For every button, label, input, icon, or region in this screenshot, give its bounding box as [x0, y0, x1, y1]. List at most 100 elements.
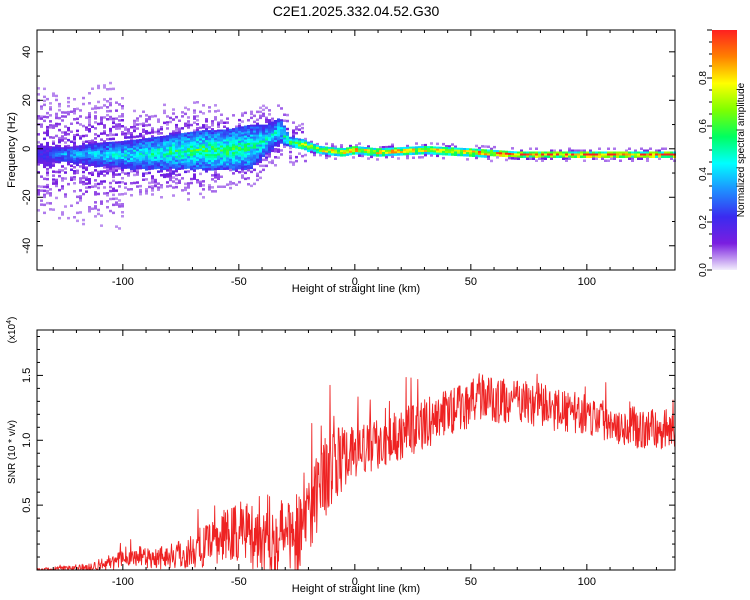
heatmap-cell — [76, 171, 79, 175]
heatmap-cell — [61, 153, 64, 156]
heatmap-cell — [613, 157, 616, 160]
heatmap-cell — [667, 153, 670, 156]
heatmap-cell — [643, 149, 646, 152]
heatmap-cell — [82, 142, 85, 146]
heatmap-cell — [364, 151, 367, 154]
heatmap-cell — [94, 163, 97, 166]
heatmap-cell — [568, 155, 571, 158]
heatmap-cell — [91, 147, 94, 150]
heatmap-cell — [43, 149, 46, 153]
heatmap-cell — [100, 144, 103, 147]
heatmap-cell — [271, 133, 274, 137]
heatmap-cell — [232, 150, 235, 153]
heatmap-cell — [532, 155, 535, 158]
heatmap-cell — [214, 164, 217, 167]
heatmap-cell — [55, 114, 58, 118]
heatmap-cell — [535, 155, 538, 158]
heatmap-cell — [379, 146, 382, 149]
heatmap-cell — [115, 143, 118, 146]
heatmap-cell — [124, 144, 127, 147]
heatmap-cell — [52, 182, 55, 185]
heatmap-cell — [106, 142, 109, 145]
heatmap-cell — [265, 144, 268, 148]
heatmap-cell — [73, 178, 76, 181]
y-tick-label: 0.5 — [21, 497, 33, 512]
heatmap-cell — [226, 143, 229, 146]
heatmap-cell — [229, 134, 232, 138]
heatmap-cell — [385, 151, 388, 155]
heatmap-cell — [49, 194, 52, 197]
heatmap-cell — [100, 160, 103, 163]
heatmap-cell — [355, 144, 358, 147]
heatmap-cell — [115, 145, 118, 148]
heatmap-cell — [121, 169, 124, 172]
heatmap-cell — [157, 118, 160, 121]
heatmap-cell — [70, 204, 73, 207]
heatmap-cell — [529, 147, 532, 150]
heatmap-cell — [586, 151, 589, 154]
heatmap-cell — [145, 138, 148, 141]
heatmap-cell — [163, 139, 166, 143]
heatmap-cell — [46, 127, 49, 131]
heatmap-cell — [406, 148, 409, 152]
heatmap-cell — [424, 149, 427, 153]
heatmap-cell — [79, 137, 82, 140]
heatmap-cell — [271, 127, 274, 131]
heatmap-cell — [301, 140, 304, 144]
heatmap-cell — [88, 92, 91, 95]
heatmap-cell — [529, 157, 532, 160]
heatmap-cell — [406, 146, 409, 150]
heatmap-cell — [385, 153, 388, 157]
heatmap-cell — [46, 145, 49, 149]
heatmap-cell — [157, 146, 160, 149]
heatmap-cell — [148, 123, 151, 127]
heatmap-cell — [661, 155, 664, 158]
heatmap-cell — [178, 167, 181, 170]
heatmap-cell — [142, 124, 145, 127]
heatmap-cell — [247, 167, 250, 170]
heatmap-cell — [160, 138, 163, 141]
heatmap-cell — [604, 155, 607, 158]
heatmap-cell — [580, 149, 583, 152]
heatmap-cell — [343, 154, 346, 157]
heatmap-cell — [280, 149, 283, 152]
heatmap-cell — [112, 149, 115, 153]
heatmap-cell — [232, 148, 235, 151]
heatmap-cell — [448, 153, 451, 156]
heatmap-cell — [256, 126, 259, 130]
heatmap-cell — [64, 149, 67, 152]
heatmap-cell — [85, 148, 88, 151]
heatmap-cell — [253, 156, 256, 160]
heatmap-cell — [100, 132, 103, 135]
heatmap-cell — [103, 84, 106, 87]
heatmap-cell — [97, 146, 100, 150]
heatmap-cell — [214, 190, 217, 193]
heatmap-cell — [607, 155, 610, 158]
heatmap-cell — [184, 166, 187, 170]
heatmap-cell — [43, 165, 46, 169]
heatmap-cell — [247, 129, 250, 132]
heatmap-cell — [214, 154, 217, 157]
heatmap-cell — [631, 155, 634, 158]
heatmap-cell — [490, 149, 493, 153]
heatmap-cell — [139, 148, 142, 152]
y-tick-label: 1.5 — [21, 368, 33, 383]
heatmap-cell — [259, 110, 262, 114]
heatmap-cell — [325, 150, 328, 154]
heatmap-cell — [229, 142, 232, 146]
heatmap-cell — [508, 156, 511, 160]
heatmap-cell — [178, 157, 181, 160]
heatmap-cell — [55, 98, 58, 102]
heatmap-cell — [202, 134, 205, 137]
heatmap-cell — [202, 148, 205, 151]
heatmap-cell — [250, 154, 253, 158]
heatmap-cell — [97, 154, 100, 158]
heatmap-cell — [64, 137, 67, 140]
y-tick-label: 1.0 — [21, 433, 33, 448]
heatmap-cell — [172, 136, 175, 139]
heatmap-cell — [109, 127, 112, 131]
heatmap-cell — [505, 150, 508, 154]
heatmap-cell — [217, 131, 220, 134]
heatmap-cell — [184, 186, 187, 190]
heatmap-cell — [223, 149, 226, 152]
